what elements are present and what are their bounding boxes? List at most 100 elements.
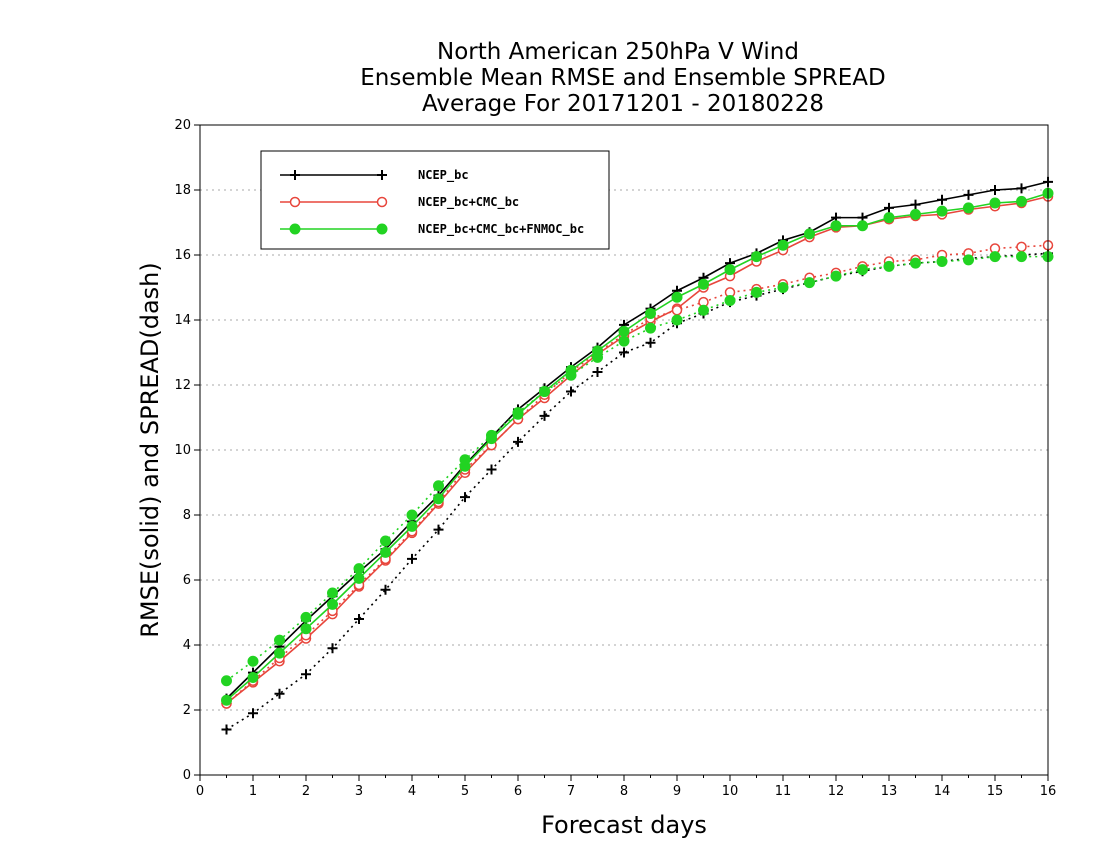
x-tick-label-11: 11 bbox=[775, 784, 792, 799]
series-0-rmse-point-27 bbox=[937, 194, 947, 205]
series-0-rmse-line bbox=[225, 181, 1049, 700]
series-2-spread-point-1 bbox=[247, 655, 259, 667]
series-1-spread-line bbox=[225, 244, 1049, 705]
series-2-spread-point-9 bbox=[459, 454, 471, 466]
series-2-rmse-point-24 bbox=[857, 220, 868, 232]
legend-marker-0-b bbox=[377, 170, 387, 180]
series-0-spread-point-2 bbox=[274, 688, 285, 699]
x-tick-label-3: 3 bbox=[355, 784, 363, 799]
x-tick-label-2: 2 bbox=[302, 784, 310, 799]
legend-label-1: NCEP_bc+CMC_bc bbox=[418, 195, 519, 210]
x-tick-label-9: 9 bbox=[673, 784, 681, 799]
series-0-spread-point-8 bbox=[433, 524, 444, 535]
series-2-spread-point-11 bbox=[512, 407, 524, 419]
series-2-rmse-point-27 bbox=[936, 205, 948, 217]
series-2-spread-point-18 bbox=[698, 304, 709, 316]
series-0-spread-point-7 bbox=[407, 553, 417, 564]
gridlines bbox=[200, 189, 1048, 711]
series-0-spread-point-13 bbox=[566, 386, 576, 397]
series-2-rmse-point-25 bbox=[883, 212, 895, 224]
series-layer bbox=[221, 176, 1054, 735]
series-0-spread-point-10 bbox=[486, 464, 497, 475]
series-2-rmse-point-5 bbox=[353, 572, 365, 584]
legend: NCEP_bc NCEP_bc+CMC_bc NCEP_bc+CMC_bc+FNMO… bbox=[260, 150, 610, 250]
series-2-spread-point-29 bbox=[989, 251, 1001, 263]
series-2-spread-line bbox=[226, 255, 1048, 682]
plot-frame bbox=[199, 124, 1049, 776]
series-0-spread-point-9 bbox=[460, 492, 470, 503]
series-2-spread-point-25 bbox=[883, 260, 895, 272]
x-axis-ticks: 0 1 2 3 4 5 6 7 8 9 10 11 12 13 14 15 16 bbox=[196, 775, 1056, 799]
y-axis-ticks: 0 2 4 6 8 10 12 14 16 18 20 bbox=[174, 118, 200, 783]
series-1-spread-point-30 bbox=[1016, 241, 1027, 253]
series-2-rmse-point-21 bbox=[777, 239, 789, 251]
series-2-spread-point-22 bbox=[804, 277, 815, 289]
legend-box bbox=[260, 150, 610, 250]
y-tick-label-10: 20 bbox=[174, 118, 191, 133]
series-2-rmse-line bbox=[225, 192, 1049, 701]
x-tick-label-16: 16 bbox=[1040, 784, 1057, 799]
series-2-spread-point-30 bbox=[1016, 251, 1027, 263]
legend-entry-0: NCEP_bc bbox=[280, 168, 469, 183]
x-tick-label-10: 10 bbox=[722, 784, 739, 799]
x-tick-label-15: 15 bbox=[987, 784, 1004, 799]
y-tick-label-1: 2 bbox=[183, 703, 191, 718]
series-0-rmse-point-29 bbox=[990, 185, 1000, 195]
series-2-spread-point-3 bbox=[300, 611, 312, 623]
series-0-spread-point-1 bbox=[248, 708, 258, 719]
series-2-spread-point-24 bbox=[857, 264, 868, 276]
series-2-rmse-point-23 bbox=[830, 220, 842, 232]
series-2-spread-point-21 bbox=[777, 282, 789, 293]
series-0-spread-point-4 bbox=[327, 643, 338, 654]
series-2-spread-point-28 bbox=[963, 254, 974, 266]
series-0-spread-point-16 bbox=[645, 337, 656, 348]
series-0-spread-point-0 bbox=[221, 724, 232, 735]
series-2-rmse-point-20 bbox=[751, 251, 762, 263]
x-tick-label-0: 0 bbox=[196, 784, 204, 799]
series-2-spread-point-17 bbox=[671, 314, 683, 326]
series-2-spread-point-23 bbox=[830, 270, 842, 282]
y-tick-label-4: 8 bbox=[183, 508, 191, 523]
series-2-rmse-point-22 bbox=[804, 228, 815, 240]
legend-marker-0-a bbox=[290, 170, 300, 180]
y-axis-label: RMSE(solid) and SPREAD(dash) bbox=[136, 262, 164, 638]
series-0-spread-point-15 bbox=[619, 347, 629, 358]
series-2-spread-point-5 bbox=[353, 563, 365, 575]
y-tick-label-2: 4 bbox=[183, 638, 191, 653]
series-0-spread-point-3 bbox=[301, 669, 311, 680]
series-2-rmse-point-6 bbox=[380, 546, 391, 558]
series-0-spread-point-12 bbox=[539, 410, 550, 421]
series-2-spread-point-7 bbox=[406, 509, 418, 521]
x-tick-label-4: 4 bbox=[408, 784, 416, 799]
legend-entry-2: NCEP_bc+CMC_bc+FNMOC_bc bbox=[280, 222, 584, 237]
series-2-spread-point-8 bbox=[433, 480, 444, 492]
y-tick-label-7: 14 bbox=[174, 313, 191, 328]
series-0-spread-point-6 bbox=[380, 584, 391, 595]
x-tick-label-7: 7 bbox=[567, 784, 575, 799]
y-tick-label-8: 16 bbox=[174, 248, 191, 263]
y-tick-label-5: 10 bbox=[174, 443, 191, 458]
series-2-spread-point-19 bbox=[724, 295, 736, 306]
legend-marker-1-b bbox=[376, 196, 388, 208]
series-2-rmse-point-15 bbox=[618, 325, 630, 337]
legend-label-0: NCEP_bc bbox=[418, 168, 469, 183]
x-tick-label-13: 13 bbox=[881, 784, 898, 799]
series-2-rmse-point-30 bbox=[1016, 195, 1027, 207]
series-2-rmse-point-19 bbox=[724, 264, 736, 276]
series-2-rmse-point-18 bbox=[698, 278, 709, 290]
series-2-rmse-point-3 bbox=[300, 623, 312, 635]
series-0 bbox=[221, 176, 1053, 735]
x-tick-label-6: 6 bbox=[514, 784, 522, 799]
series-2-spread-point-10 bbox=[486, 429, 497, 441]
series-2 bbox=[221, 187, 1054, 706]
series-0-spread-point-5 bbox=[354, 614, 364, 624]
series-2-spread-point-14 bbox=[592, 351, 603, 363]
y-tick-label-0: 0 bbox=[183, 768, 191, 783]
series-1-spread-point-17 bbox=[671, 305, 683, 316]
series-2-spread-point-0 bbox=[221, 675, 232, 687]
x-tick-label-8: 8 bbox=[620, 784, 628, 799]
y-tick-label-9: 18 bbox=[174, 183, 191, 198]
chart-title-line-3: Average For 20171201 - 20180228 bbox=[422, 91, 824, 117]
series-2-spread-point-2 bbox=[274, 634, 285, 646]
